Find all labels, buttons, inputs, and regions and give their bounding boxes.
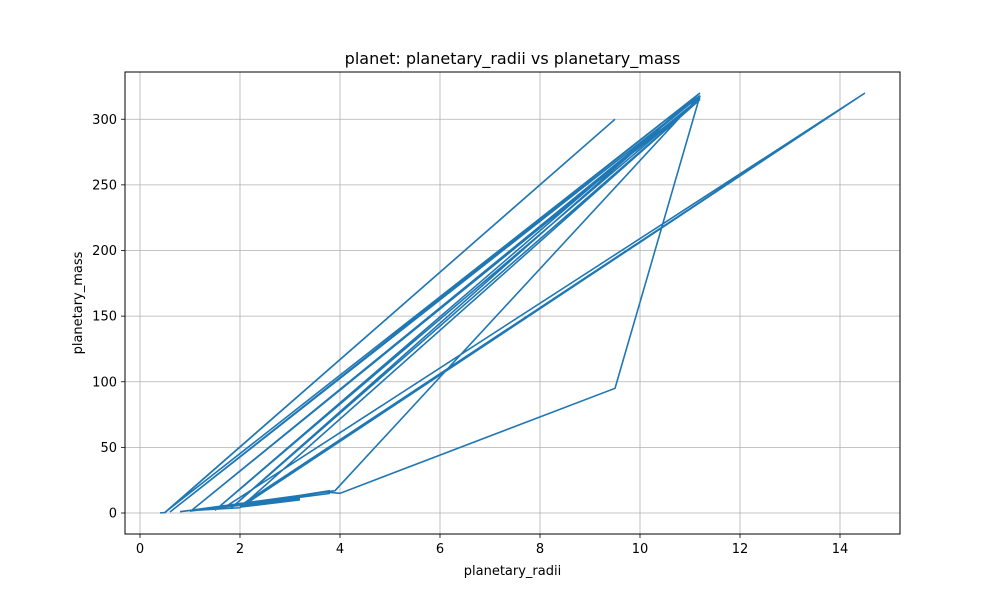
y-tick-label: 50 <box>100 441 117 456</box>
ticks: 0 2 4 6 8 10 12 14 0 50 100 150 200 250 300 <box>92 113 848 557</box>
y-tick-label: 250 <box>92 178 117 193</box>
y-tick-label: 150 <box>92 310 117 325</box>
x-axis-label: planetary_radii <box>464 564 561 579</box>
x-tick-label: 2 <box>236 542 244 557</box>
x-tick-label: 6 <box>436 542 444 557</box>
x-tick-label: 8 <box>536 542 544 557</box>
series-layer <box>159 92 866 514</box>
y-axis-label: planetary_mass <box>71 251 86 354</box>
x-tick-label: 12 <box>732 542 749 557</box>
series-line-0 <box>159 92 866 514</box>
plot-background <box>125 72 900 534</box>
x-tick-label: 14 <box>832 542 849 557</box>
y-tick-label: 100 <box>92 375 117 390</box>
x-tick-label: 10 <box>632 542 649 557</box>
y-tick-label: 300 <box>92 113 117 128</box>
y-tick-label: 200 <box>92 244 117 259</box>
plot-frame <box>124 71 901 535</box>
x-tick-label: 0 <box>136 542 144 557</box>
x-tick-label: 4 <box>336 542 344 557</box>
chart-title: planet: planetary_radii vs planetary_mas… <box>345 49 681 69</box>
y-tick-label: 0 <box>109 507 117 522</box>
